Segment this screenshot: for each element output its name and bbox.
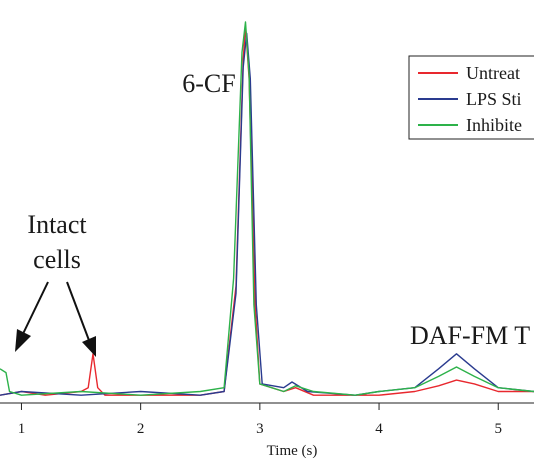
series-layer	[0, 21, 534, 396]
x-tick-label-4: 4	[375, 421, 383, 437]
annotation-6cf: 6-CF	[182, 69, 235, 98]
x-axis-label: Time (s)	[267, 443, 318, 459]
x-tick-label-5: 5	[494, 421, 502, 437]
arrow-left	[15, 281, 49, 352]
legend-label-untreat: Untreat	[466, 63, 520, 83]
x-tick-label-2: 2	[137, 421, 145, 437]
annotation-intact-line1: Intact	[27, 210, 87, 239]
x-tick-label-1: 1	[18, 421, 26, 437]
legend-label-lps: LPS Sti	[466, 89, 522, 109]
series-line-lps-sti	[0, 32, 534, 396]
x-tick-label-3: 3	[256, 421, 264, 437]
arrow-right	[66, 281, 96, 357]
series-line-inhibite	[0, 21, 534, 396]
x-axis-ticks: 1 2 3 4 5	[18, 403, 502, 437]
legend-label-inhibited: Inhibite	[466, 115, 522, 135]
annotation-daf-fm: DAF-FM T	[410, 321, 530, 350]
annotation-intact-line2: cells	[33, 245, 81, 274]
legend: Untreat LPS Sti Inhibite	[408, 55, 534, 140]
